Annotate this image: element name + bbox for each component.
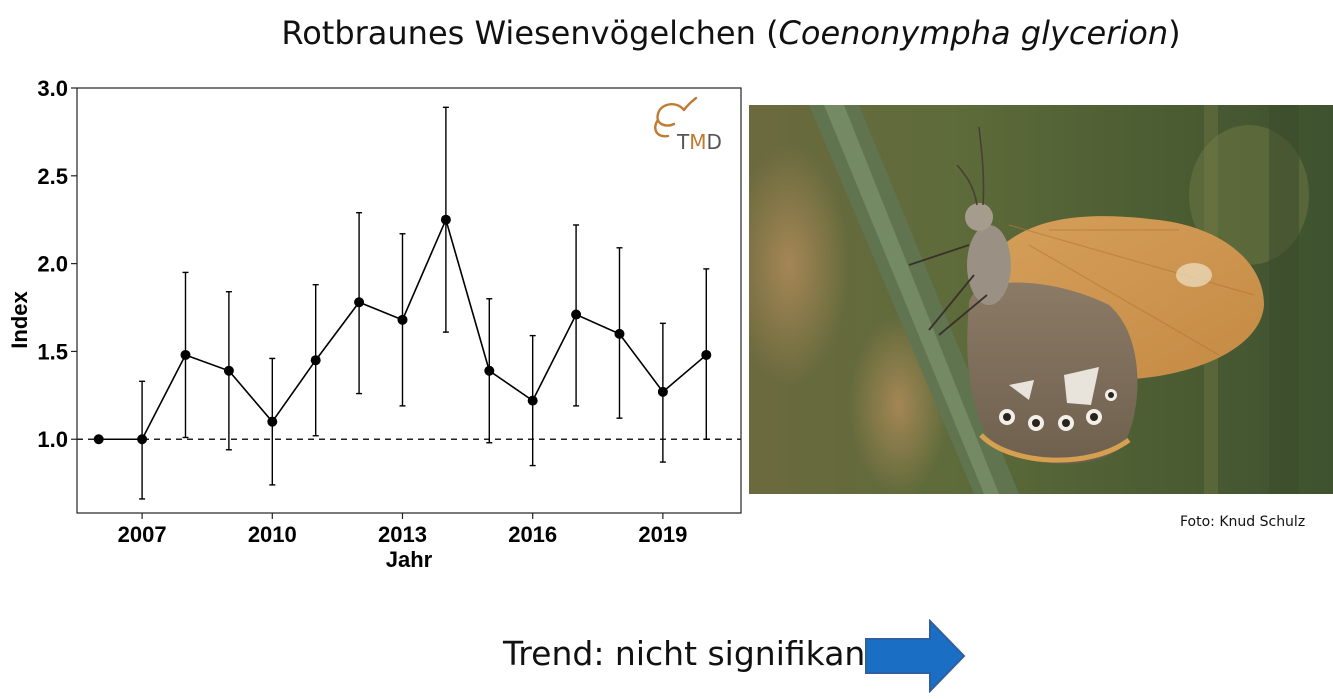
x-tick-label: 2010 [248, 522, 297, 547]
data-point [180, 349, 191, 360]
logo-letter-t: T [676, 130, 690, 154]
right-arrow-icon [865, 619, 966, 693]
title-close: ) [1168, 14, 1181, 52]
butterfly-photo [749, 105, 1333, 494]
data-point [657, 386, 668, 397]
title-main: Rotbraunes Wiesenvögelchen ( [281, 14, 779, 52]
y-tick-label: 1.0 [37, 427, 68, 452]
data-point [571, 309, 582, 320]
data-point [484, 365, 495, 376]
data-point [223, 365, 234, 376]
data-point [137, 434, 148, 445]
index-chart: 1.0 1.5 2.0 2.5 3.0 2007 2010 2013 2016 2019 Ind… [7, 76, 742, 572]
x-axis-label: Jahr [386, 547, 433, 572]
svg-text:TMD: TMD [676, 130, 722, 154]
data-point [354, 297, 365, 308]
plot-panel [76, 87, 742, 514]
data-point [310, 355, 321, 366]
trend-label: Trend: nicht signifikant [503, 634, 879, 673]
x-tick-label: 2016 [508, 522, 557, 547]
title-species: Coenonympha glycerion [778, 14, 1169, 52]
tmd-logo: TMD [654, 96, 722, 154]
data-point [397, 314, 408, 325]
data-points [93, 214, 712, 445]
plot-border [76, 87, 742, 514]
data-point [93, 434, 104, 445]
data-point [614, 328, 625, 339]
logo-letter-m: M [689, 130, 706, 154]
y-tick-label: 2.5 [37, 164, 68, 189]
y-tick-label: 3.0 [37, 76, 68, 101]
x-tick-label: 2007 [118, 522, 167, 547]
logo-letter-d: D [706, 130, 721, 154]
y-axis: 1.0 1.5 2.0 2.5 3.0 [37, 76, 77, 452]
page-title: Rotbraunes Wiesenvögelchen (Coenonympha … [0, 14, 1333, 52]
data-point [440, 214, 451, 225]
data-point [527, 395, 538, 406]
x-axis: 2007 2010 2013 2016 2019 [118, 513, 687, 547]
x-tick-label: 2019 [638, 522, 687, 547]
photo-credit: Foto: Knud Schulz [1180, 514, 1306, 530]
data-point [267, 416, 278, 427]
data-point [701, 349, 712, 360]
y-tick-label: 2.0 [37, 252, 68, 277]
y-axis-label: Index [7, 291, 32, 349]
x-tick-label: 2013 [378, 522, 427, 547]
butterfly-logo-icon [654, 96, 698, 138]
y-tick-label: 1.5 [37, 339, 68, 364]
